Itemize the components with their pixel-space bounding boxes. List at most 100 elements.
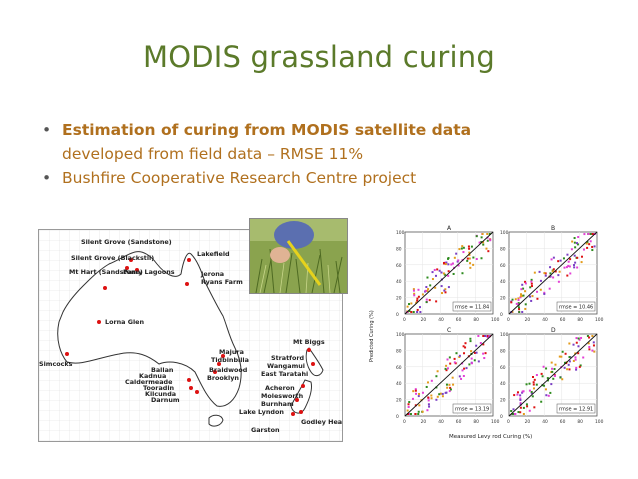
scatter-point	[457, 259, 460, 262]
map-label: Ryans Farm	[201, 278, 243, 286]
scatter-point	[426, 381, 429, 384]
scatter-point	[577, 345, 580, 348]
scatter-point	[550, 361, 553, 364]
scatter-point	[431, 278, 434, 281]
scatter-point	[456, 260, 459, 263]
scatter-point	[470, 362, 473, 365]
bullet-1-strong: Estimation of curing from MODIS satellit…	[62, 121, 472, 139]
y-tick-label: 40	[500, 279, 506, 285]
scatter-point	[551, 367, 554, 370]
scatter-point	[530, 299, 533, 302]
scatter-point	[461, 245, 464, 248]
scatter-point	[549, 272, 552, 275]
scatter-point	[453, 361, 456, 364]
scatter-point	[557, 280, 560, 283]
x-tick-label: 80	[577, 419, 583, 425]
scatter-point	[435, 375, 438, 378]
scatter-point	[564, 352, 567, 355]
scatter-point	[521, 390, 524, 393]
scatter-point	[511, 413, 514, 415]
scatter-point	[438, 393, 441, 396]
scatter-point	[468, 251, 471, 254]
scatter-point	[532, 383, 535, 386]
x-tick-label: 80	[577, 317, 583, 323]
scatter-point	[575, 368, 578, 371]
scatter-point	[484, 335, 487, 337]
scatter-xlabel: Measured Levy rod Curing (%)	[449, 434, 532, 440]
scatter-point	[521, 311, 524, 313]
scatter-point	[552, 377, 555, 380]
scatter-point	[421, 293, 424, 296]
scatter-point	[417, 410, 420, 413]
scatter-point	[532, 376, 535, 379]
scatter-point	[458, 354, 461, 357]
scatter-point	[540, 372, 543, 375]
scatter-point	[568, 368, 571, 371]
y-tick-label: 100	[396, 332, 405, 338]
x-tick-label: 20	[421, 317, 427, 323]
y-tick-label: 20	[396, 296, 402, 302]
scatter-point	[582, 248, 585, 251]
scatter-point	[460, 377, 463, 380]
scatter-point	[519, 397, 522, 400]
map-label: Stratford	[271, 354, 304, 362]
scatter-point	[519, 399, 522, 402]
scatter-point	[468, 257, 471, 260]
scatter-point	[407, 403, 410, 406]
scatter-point	[427, 403, 430, 406]
scatter-point	[451, 376, 454, 379]
scatter-point	[458, 248, 461, 251]
scatter-point	[552, 256, 555, 259]
scatter-point	[482, 241, 485, 244]
scatter-point	[426, 276, 429, 279]
scatter-point	[530, 278, 533, 281]
scatter-point	[536, 290, 539, 293]
scatter-point	[563, 366, 566, 369]
scatter-point	[526, 405, 529, 408]
y-tick-label: 0	[396, 414, 399, 420]
scatter-point	[575, 337, 578, 340]
scatter-point	[520, 293, 523, 296]
scatter-point	[530, 392, 533, 395]
scatter-point	[448, 356, 451, 359]
scatter-point	[462, 345, 465, 348]
scatter-point	[533, 406, 536, 409]
scatter-point	[539, 288, 542, 291]
scatter-point	[522, 413, 525, 415]
scatter-point	[411, 397, 414, 400]
y-tick-label: 60	[396, 263, 402, 269]
scatter-point	[435, 386, 438, 389]
scatter-point	[532, 381, 535, 384]
scatter-point	[561, 378, 564, 381]
scatter-point	[424, 289, 427, 292]
x-tick-label: 0	[403, 419, 406, 425]
bullet-list: • Estimation of curing from MODIS satell…	[38, 118, 618, 190]
map-label: Tooradin	[143, 384, 175, 392]
scatter-point	[408, 310, 411, 313]
scatter-point	[458, 355, 461, 358]
scatter-point	[575, 341, 578, 344]
x-tick-label: 100	[595, 317, 604, 323]
scatter-point	[414, 413, 417, 415]
x-tick-label: 0	[403, 317, 406, 323]
scatter-point	[578, 365, 581, 368]
scatter-point	[482, 335, 485, 337]
scatter-point	[574, 261, 577, 264]
scatter-point	[591, 249, 594, 252]
panel-letter: D	[551, 327, 556, 334]
y-tick-label: 60	[500, 365, 506, 371]
scatter-point	[554, 363, 557, 366]
y-tick-label: 0	[500, 414, 503, 420]
map-label: East Taratahi	[261, 370, 308, 378]
scatter-point	[543, 384, 546, 387]
scatter-point	[541, 375, 544, 378]
scatter-point	[558, 270, 561, 273]
scatter-point	[529, 286, 532, 289]
scatter-point	[447, 286, 450, 289]
scatter-point	[455, 352, 458, 355]
scatter-point	[568, 360, 571, 363]
scatter-point	[566, 274, 569, 277]
scatter-point	[525, 403, 528, 406]
scatter-point	[415, 392, 418, 395]
